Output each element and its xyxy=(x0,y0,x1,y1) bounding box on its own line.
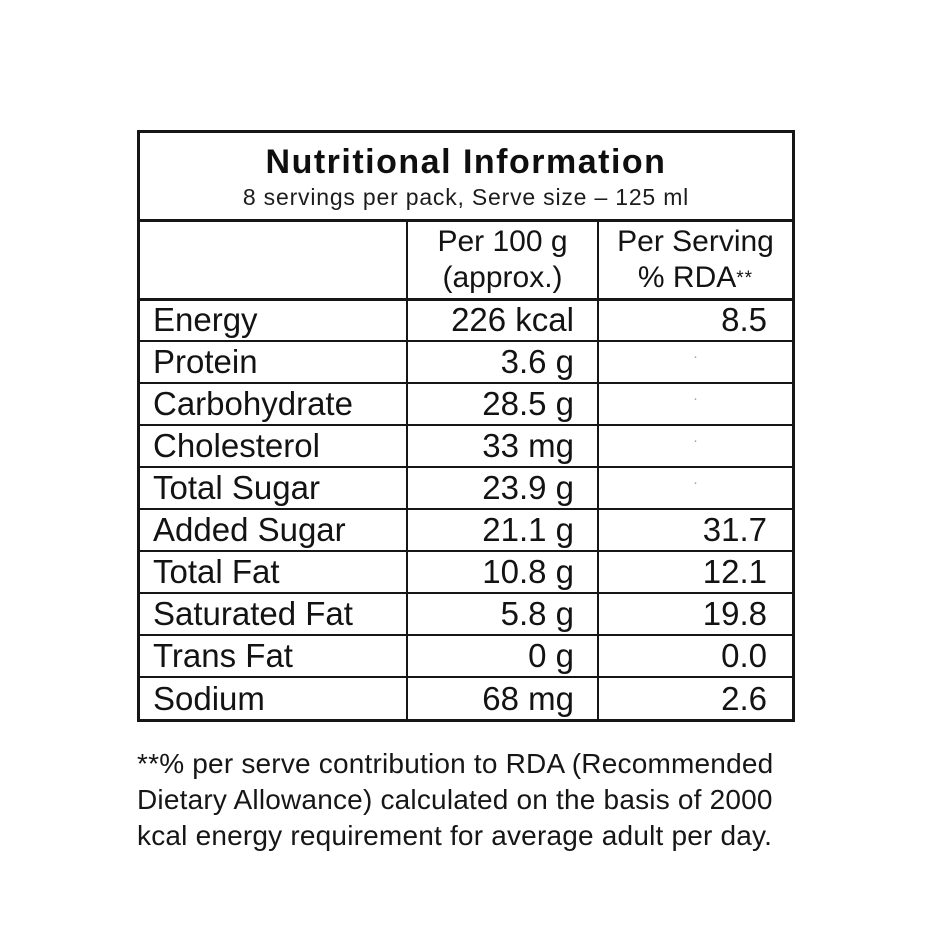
per-100g-value: 21.1 g xyxy=(406,508,598,551)
per-serving-rda-value: 31.7 xyxy=(597,508,792,551)
per-serving-rda-value: 0.0 xyxy=(597,634,792,677)
per-serving-rda-value: 2.6 xyxy=(597,676,792,719)
per-serving-rda-value: 12.1 xyxy=(597,550,792,593)
column-header-per-serving-line2: % RDA** xyxy=(637,260,754,294)
row-label: Total Sugar xyxy=(140,466,407,509)
row-label: Protein xyxy=(140,340,407,383)
row-label: Carbohydrate xyxy=(140,382,407,425)
rda-footnote-line1: **% per serve contribution to RDA (Recom… xyxy=(137,748,774,779)
row-label: Trans Fat xyxy=(140,634,407,677)
per-100g-value: 28.5 g xyxy=(406,382,598,425)
per-100g-value: 10.8 g xyxy=(406,550,598,593)
per-serving-rda-value: 19.8 xyxy=(597,592,792,635)
table-row-cholesterol: Cholesterol 33 mg · xyxy=(140,424,792,467)
table-row-saturated-fat: Saturated Fat 5.8 g 19.8 xyxy=(140,592,792,635)
column-header-per-100g: Per 100 g (approx.) xyxy=(406,222,598,301)
title-block: Nutritional Information 8 servings per p… xyxy=(140,133,792,222)
rda-footnote-line3: kcal energy requirement for average adul… xyxy=(137,820,773,851)
table-row-total-sugar: Total Sugar 23.9 g · xyxy=(140,466,792,509)
row-label: Sodium xyxy=(140,676,407,719)
per-100g-value: 0 g xyxy=(406,634,598,677)
table-row-energy: Energy 226 kcal 8.5 xyxy=(140,299,792,341)
column-header-per-serving: Per Serving % RDA** xyxy=(597,222,792,301)
column-header-per-100g-line1: Per 100 g xyxy=(437,224,568,258)
table-row-protein: Protein 3.6 g · xyxy=(140,340,792,383)
table-row-added-sugar: Added Sugar 21.1 g 31.7 xyxy=(140,508,792,551)
per-100g-value: 3.6 g xyxy=(406,340,598,383)
per-100g-value: 68 mg xyxy=(406,676,598,719)
table-row-trans-fat: Trans Fat 0 g 0.0 xyxy=(140,634,792,677)
row-label: Added Sugar xyxy=(140,508,407,551)
column-header-nutrient-blank xyxy=(140,222,407,301)
per-100g-value: 33 mg xyxy=(406,424,598,467)
rda-footnote-line2: Dietary Allowance) calculated on the bas… xyxy=(137,784,773,815)
per-100g-value: 23.9 g xyxy=(406,466,598,509)
per-serving-rda-value: · xyxy=(597,382,792,425)
table-row-sodium: Sodium 68 mg 2.6 xyxy=(140,676,792,719)
per-serving-rda-value: · xyxy=(597,466,792,509)
per-serving-rda-value: · xyxy=(597,424,792,467)
column-header-per-100g-line2: (approx.) xyxy=(442,260,563,294)
rda-footnote: **% per serve contribution to RDA (Recom… xyxy=(137,746,837,854)
row-label: Total Fat xyxy=(140,550,407,593)
rda-footnote-marker: ** xyxy=(736,267,754,289)
per-serving-rda-value: · xyxy=(597,340,792,383)
column-header-row: Per 100 g (approx.) Per Serving % RDA** xyxy=(140,222,792,301)
table-row-carbohydrate: Carbohydrate 28.5 g · xyxy=(140,382,792,425)
per-serving-rda-value: 8.5 xyxy=(597,299,792,341)
nutrition-table: Per 100 g (approx.) Per Serving % RDA** … xyxy=(140,222,792,719)
page-title: Nutritional Information xyxy=(265,143,667,181)
row-label: Cholesterol xyxy=(140,424,407,467)
row-label: Energy xyxy=(153,301,258,339)
nutrition-facts-panel: Nutritional Information 8 servings per p… xyxy=(137,130,795,722)
per-100g-value: 5.8 g xyxy=(406,592,598,635)
column-header-per-serving-line1: Per Serving xyxy=(617,224,774,258)
table-row-total-fat: Total Fat 10.8 g 12.1 xyxy=(140,550,792,593)
row-label: Saturated Fat xyxy=(140,592,407,635)
per-100g-value: 226 kcal xyxy=(406,299,598,341)
serving-info-subtitle: 8 servings per pack, Serve size – 125 ml xyxy=(242,184,690,210)
